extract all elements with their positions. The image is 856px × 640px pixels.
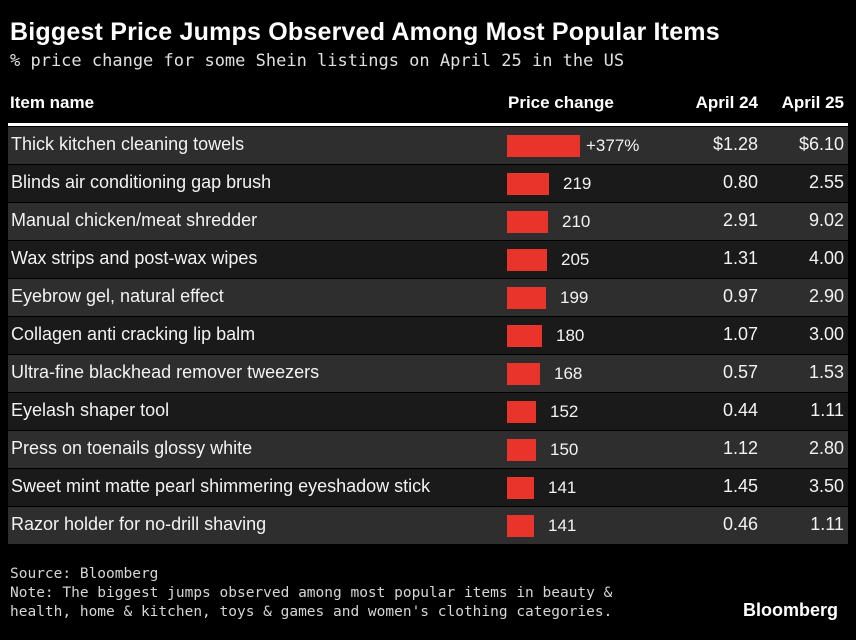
table-row: Eyelash shaper tool 152 0.44 1.11: [8, 393, 848, 431]
price-april25: 9.02: [808, 210, 844, 230]
header-rule: [8, 123, 848, 126]
price-april24: 0.80: [722, 172, 758, 192]
price-april24: 1.45: [722, 476, 758, 496]
price-change-bar: [507, 211, 548, 233]
price-change-bar: [507, 135, 580, 157]
bloomberg-logo: Bloomberg: [742, 600, 838, 620]
item-name: Sweet mint matte pearl shimmering eyesha…: [11, 476, 431, 496]
price-april25: $6.10: [798, 134, 844, 154]
price-april24: 0.57: [722, 362, 758, 382]
price-change-bar: [507, 363, 540, 385]
price-april25: 4.00: [808, 248, 844, 268]
price-change-label: 152: [550, 402, 579, 421]
column-header-item: Item name: [10, 93, 95, 112]
price-april25: 1.11: [810, 514, 844, 534]
price-change-label: 210: [562, 212, 591, 231]
column-header-change: Price change: [508, 93, 614, 112]
price-change-bar: [507, 477, 534, 499]
column-header-april25: April 25: [781, 93, 844, 112]
price-april24: $1.28: [712, 134, 758, 154]
price-change-bar: [507, 401, 536, 423]
price-april25: 3.00: [808, 324, 844, 344]
price-change-bar: [507, 515, 534, 537]
price-april25: 2.80: [808, 438, 844, 458]
price-april25: 2.55: [808, 172, 844, 192]
price-change-label: 141: [548, 516, 577, 535]
price-april24: 0.46: [722, 514, 758, 534]
table-row: Eyebrow gel, natural effect 199 0.97 2.90: [8, 279, 848, 317]
price-april24: 2.91: [722, 210, 758, 230]
table-row: Press on toenails glossy white 150 1.12 2.8…: [8, 431, 848, 469]
price-change-bar: [507, 249, 547, 271]
price-change-bar: [507, 325, 542, 347]
item-name: Eyebrow gel, natural effect: [11, 286, 224, 306]
item-name: Manual chicken/meat shredder: [11, 210, 258, 230]
table-row: Ultra-fine blackhead remover tweezers 168…: [8, 355, 848, 393]
price-change-bar: [507, 439, 536, 461]
price-change-label: 150: [550, 440, 579, 459]
price-change-label: 205: [561, 250, 590, 269]
item-name: Ultra-fine blackhead remover tweezers: [11, 362, 320, 382]
table-body: Thick kitchen cleaning towels +377% $1.28 $…: [8, 127, 848, 545]
table-row: Thick kitchen cleaning towels +377% $1.28 $…: [8, 127, 848, 165]
note-line-1: Note: The biggest jumps observed among m…: [10, 585, 613, 601]
price-change-label: 199: [560, 288, 589, 307]
price-change-label: 180: [556, 326, 585, 345]
price-change-label: 168: [554, 364, 583, 383]
chart-subtitle: % price change for some Shein listings o…: [10, 51, 625, 71]
price-april25: 3.50: [808, 476, 844, 496]
price-change-label: 219: [563, 174, 592, 193]
table-row: Wax strips and post-wax wipes 205 1.31 4.00: [8, 241, 848, 279]
column-header-april24: April 24: [695, 93, 758, 112]
price-april25: 2.90: [808, 286, 844, 306]
item-name: Razor holder for no-drill shaving: [11, 514, 267, 534]
table-row: Razor holder for no-drill shaving 141 0.46…: [8, 507, 848, 545]
chart-title: Biggest Price Jumps Observed Among Most …: [10, 18, 720, 46]
price-change-label: 141: [548, 478, 577, 497]
table-row: Sweet mint matte pearl shimmering eyesha…: [8, 469, 848, 507]
price-april25: 1.53: [808, 362, 844, 382]
note-line-2: health, home & kitchen, toys & games and…: [10, 604, 613, 620]
item-name: Blinds air conditioning gap brush: [11, 172, 272, 192]
price-april25: 1.11: [810, 400, 844, 420]
item-name: Eyelash shaper tool: [11, 400, 170, 420]
item-name: Thick kitchen cleaning towels: [11, 134, 245, 154]
price-april24: 0.44: [722, 400, 758, 420]
price-change-label: +377%: [586, 136, 640, 155]
price-april24: 1.31: [722, 248, 758, 268]
item-name: Wax strips and post-wax wipes: [11, 248, 258, 268]
table-row: Manual chicken/meat shredder 210 2.91 9.02: [8, 203, 848, 241]
item-name: Collagen anti cracking lip balm: [11, 324, 256, 344]
table-row: Blinds air conditioning gap brush 219 0.80…: [8, 165, 848, 203]
price-change-bar: [507, 173, 549, 195]
price-change-bar: [507, 287, 546, 309]
price-april24: 1.07: [722, 324, 758, 344]
price-april24: 0.97: [722, 286, 758, 306]
price-april24: 1.12: [722, 438, 758, 458]
source-note: Source: Bloomberg: [10, 566, 159, 582]
item-name: Press on toenails glossy white: [11, 438, 253, 458]
footer: Source: Bloomberg Note: The biggest jump…: [10, 565, 612, 622]
table-row: Collagen anti cracking lip balm 180 1.07 3.…: [8, 317, 848, 355]
